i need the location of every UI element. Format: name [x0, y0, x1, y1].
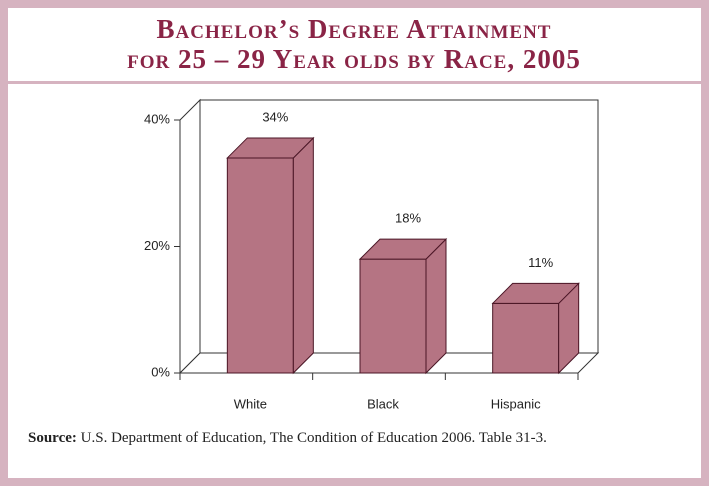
value-label: 11% — [528, 255, 553, 270]
bar — [226, 136, 315, 375]
y-tick-label: 0% — [151, 364, 170, 379]
bar — [491, 282, 580, 375]
bar-top — [226, 137, 315, 159]
value-label: 18% — [395, 211, 421, 226]
chart-title: Bachelor’s Degree Attainment — [157, 14, 552, 44]
bar-side — [292, 136, 314, 375]
source: Source: U.S. Department of Education, Th… — [28, 428, 678, 448]
bar-side — [425, 237, 447, 375]
bar-top — [358, 238, 448, 260]
x-tick-label: Hispanic — [491, 396, 541, 411]
separator — [8, 81, 701, 84]
source-label: Source: — [28, 430, 77, 446]
side-wall — [179, 98, 201, 375]
chart-title: for 25 – 29 Year olds by Race, 2005 — [127, 44, 581, 74]
y-tick-label: 20% — [144, 238, 170, 253]
bar-top — [491, 282, 580, 304]
bar — [358, 237, 448, 375]
source-text: U.S. Department of Education, The Condit… — [80, 430, 547, 446]
bar-front — [359, 258, 427, 374]
y-tick-label: 40% — [144, 111, 170, 126]
x-tick-label: White — [234, 396, 267, 411]
bar-front — [492, 302, 560, 374]
x-tick-label: Black — [367, 396, 399, 411]
bar-front — [226, 157, 294, 374]
value-label: 34% — [262, 109, 288, 124]
